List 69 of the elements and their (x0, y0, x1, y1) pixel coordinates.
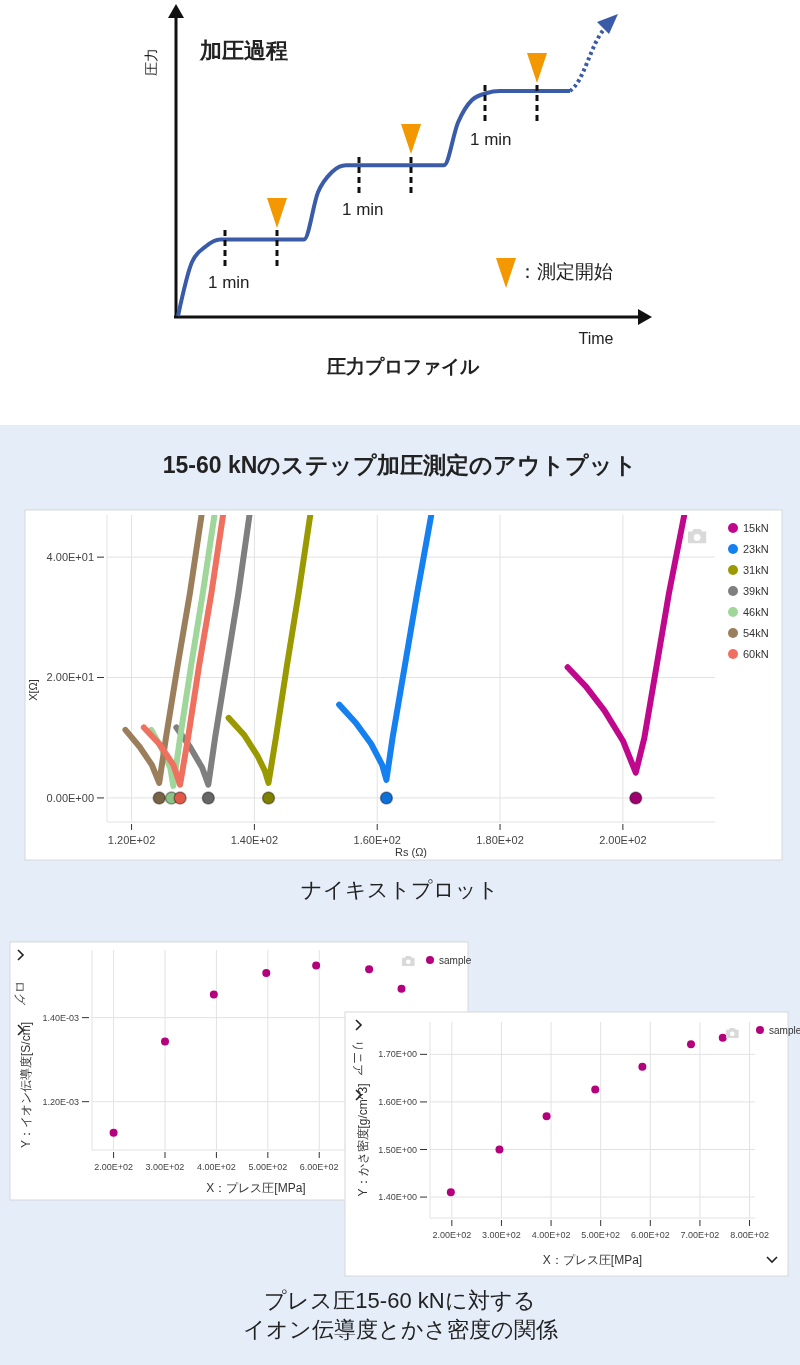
annotation: ：測定開始 (518, 261, 613, 282)
chart-title: 15-60 kNのステップ加圧測定のアウトプット (162, 452, 638, 478)
point (312, 961, 321, 970)
legend-label: 15kN (743, 521, 769, 534)
x-tick-label: 1.60E+02 (353, 834, 401, 847)
annotation: 1 min (342, 200, 384, 219)
x-axis-title: Rs (Ω) (394, 846, 428, 858)
x-tick-label: 2.00E+02 (94, 1161, 133, 1172)
annotation: 1 min (470, 130, 512, 149)
point (542, 1112, 551, 1121)
y-tick-label: 1.50E+00 (378, 1144, 417, 1155)
x-tick-label: 4.00E+02 (531, 1229, 571, 1240)
legend-label: 60kN (743, 647, 769, 660)
point (446, 1188, 455, 1197)
text: 圧力プロファイル (326, 356, 480, 377)
legend-label: 54kN (743, 626, 769, 639)
point (686, 1040, 695, 1049)
y-tick-label: 4.00E+01 (46, 550, 94, 563)
text: プレス圧15-60 kNに対する (264, 1288, 536, 1313)
legend-label: 23kN (743, 542, 769, 555)
y-tick-label: 0.00E+00 (46, 791, 94, 804)
chart-title: 加圧過程 (199, 38, 288, 63)
x-tick-label: 3.00E+02 (145, 1161, 185, 1172)
y-axis-title: 圧力 (143, 48, 159, 76)
x-axis-title: X：プレス圧[MPa] (206, 1181, 306, 1195)
x-tick-label: 4.00E+02 (197, 1161, 236, 1172)
point (397, 984, 406, 993)
x-axis-title: Time (578, 330, 614, 347)
legend-label: 31kN (743, 563, 769, 576)
text: イオン伝導度とかさ密度の関係 (242, 1317, 558, 1342)
point (262, 969, 271, 978)
x-tick-label: 5.00E+02 (248, 1161, 288, 1172)
y-axis-title: Y：かさ密度[g/cm^3] (356, 1083, 370, 1197)
text: ナイキストプロット (301, 878, 499, 901)
point (209, 990, 218, 999)
x-tick-label: 2.00E+02 (599, 834, 647, 847)
x-tick-label: 1.80E+02 (476, 834, 524, 847)
x-tick-label: 3.00E+02 (482, 1229, 521, 1240)
x-tick-label: 5.00E+02 (581, 1229, 621, 1240)
point (638, 1062, 647, 1071)
x-tick-label: 6.00E+02 (630, 1229, 670, 1240)
y-tick-label: 2.00E+01 (46, 671, 94, 684)
y-tick-label: 1.40E+00 (378, 1192, 417, 1203)
legend-label: sample (769, 1024, 800, 1036)
legend-label: 39kN (743, 584, 769, 597)
legend-label: 46kN (743, 605, 769, 618)
legend-label: sample (439, 954, 472, 966)
point (365, 965, 374, 974)
x-tick-label: 8.00E+02 (730, 1229, 769, 1240)
annotation: 1 min (208, 273, 250, 292)
x-tick-label: 1.40E+02 (230, 834, 279, 847)
text: ログ (13, 981, 27, 1006)
x-axis-title: X：プレス圧[MPa] (542, 1253, 643, 1267)
x-tick-label: 1.20E+02 (107, 834, 156, 847)
x-tick-label: 2.00E+02 (432, 1229, 472, 1240)
y-tick-label: 1.60E+00 (378, 1097, 417, 1108)
annotation: リニア (351, 1040, 365, 1076)
y-axis-title: Y：イオン伝導度[S/cm] (19, 1021, 33, 1149)
y-tick-label: 1.20E-03 (42, 1096, 79, 1107)
y-tick-label: 1.70E+00 (378, 1049, 417, 1060)
point (109, 1128, 118, 1137)
point (161, 1037, 169, 1046)
point (591, 1085, 600, 1094)
point (718, 1033, 727, 1042)
y-axis-title: X[Ω] (27, 679, 39, 701)
x-tick-label: 7.00E+02 (680, 1229, 720, 1240)
y-tick-label: 1.40E-03 (42, 1012, 79, 1023)
x-tick-label: 6.00E+02 (299, 1161, 339, 1172)
point (495, 1145, 504, 1154)
